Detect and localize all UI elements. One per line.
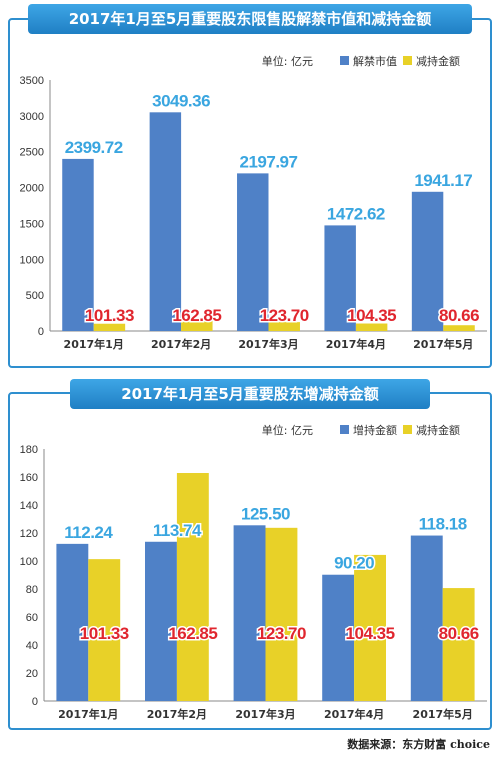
chart1-category-label: 2017年1月 bbox=[64, 337, 124, 351]
chart2-title: 2017年1月至5月重要股东增减持金额 bbox=[70, 379, 430, 409]
chart2-legend-swatch-1 bbox=[340, 425, 349, 434]
chart2-y-tick-label: 80 bbox=[26, 584, 38, 596]
chart2-bar-2-1 bbox=[88, 559, 121, 701]
chart1-y-tick-label: 1500 bbox=[20, 218, 44, 230]
chart2-data-label-series2: 101.33 bbox=[80, 624, 129, 643]
chart2-category-label: 2017年5月 bbox=[413, 707, 473, 721]
chart2-y-tick-label: 20 bbox=[26, 668, 38, 680]
chart2-bar-1-4 bbox=[322, 574, 355, 701]
chart1-data-label-series1: 1941.17 bbox=[414, 171, 472, 190]
chart2-legend-label-1: 增持金额 bbox=[353, 423, 397, 437]
chart2-data-label-series2: 162.85 bbox=[168, 624, 217, 643]
chart1-category-label: 2017年5月 bbox=[413, 337, 473, 351]
chart1-category-label: 2017年2月 bbox=[151, 337, 211, 351]
chart1-bar-2-1 bbox=[93, 323, 126, 331]
chart2-data-label-series1: 112.24 bbox=[64, 523, 113, 542]
chart2-legend-label-2: 减持金额 bbox=[416, 423, 460, 437]
chart1-category-label: 2017年4月 bbox=[326, 337, 386, 351]
chart1-bar-2-5 bbox=[443, 325, 475, 331]
chart2-category-label: 2017年1月 bbox=[58, 707, 118, 721]
chart2-bar-1-2 bbox=[145, 541, 177, 701]
chart1-data-label-series1: 2399.72 bbox=[65, 138, 123, 157]
chart2-y-tick-label: 60 bbox=[26, 612, 38, 624]
chart1-legend-label-1: 解禁市值 bbox=[353, 54, 397, 68]
chart1-bar-1-4 bbox=[324, 225, 356, 331]
chart1-data-label-series2: 80.66 bbox=[439, 306, 479, 325]
data-source-note: 数据来源：东方财富 choice bbox=[347, 738, 490, 751]
chart2-data-label-series2: 123.70 bbox=[257, 624, 306, 643]
chart2-bar-2-4 bbox=[354, 554, 386, 701]
chart1-category-label: 2017年3月 bbox=[238, 337, 298, 351]
chart2-bar-2-5 bbox=[442, 588, 475, 701]
chart1-unit-label: 单位: 亿元 bbox=[262, 54, 313, 68]
chart2-y-tick-label: 0 bbox=[32, 696, 38, 708]
chart1-bar-2-2 bbox=[181, 319, 213, 331]
chart2-bar-2-3 bbox=[265, 527, 298, 701]
chart1-y-tick-label: 2500 bbox=[20, 147, 44, 159]
chart2-data-label-series2: 80.66 bbox=[439, 624, 479, 643]
chart1-bar-1-5 bbox=[411, 191, 444, 331]
chart1-bar-2-4 bbox=[355, 323, 388, 331]
chart1-title: 2017年1月至5月重要股东限售股解禁市值和减持金额 bbox=[28, 4, 472, 34]
chart1-y-tick-label: 3500 bbox=[20, 75, 44, 87]
chart2-y-tick-label: 120 bbox=[20, 528, 38, 540]
chart1-y-tick-label: 3000 bbox=[20, 111, 44, 123]
chart2-bar-2-2 bbox=[176, 473, 209, 701]
chart1-legend-swatch-1 bbox=[340, 56, 349, 65]
chart2-unit-label: 单位: 亿元 bbox=[262, 423, 313, 437]
chart2-bar-1-5 bbox=[410, 535, 443, 701]
chart2-data-label-series2: 104.35 bbox=[346, 624, 395, 643]
chart1-bar-2-3 bbox=[268, 322, 300, 331]
chart2-data-label-series1: 90.20 bbox=[334, 554, 374, 573]
chart2-category-label: 2017年4月 bbox=[324, 707, 384, 721]
chart1-legend-swatch-2 bbox=[403, 56, 412, 65]
chart1-data-label-series1: 3049.36 bbox=[152, 91, 210, 110]
chart1-bar-1-1 bbox=[62, 158, 94, 331]
chart2-legend-swatch-2 bbox=[403, 425, 412, 434]
chart1-data-label-series2: 123.70 bbox=[260, 306, 309, 325]
chart1-y-tick-label: 500 bbox=[26, 290, 44, 302]
chart1-y-tick-label: 0 bbox=[38, 326, 44, 338]
chart1-data-label-series2: 101.33 bbox=[85, 306, 134, 325]
chart2-category-label: 2017年2月 bbox=[147, 707, 207, 721]
chart2-data-label-series1: 118.18 bbox=[419, 515, 467, 534]
chart1-data-label-series2: 104.35 bbox=[347, 306, 396, 325]
chart1-data-label-series1: 1472.62 bbox=[327, 204, 385, 223]
chart2-bar-1-3 bbox=[233, 525, 266, 701]
chart1-y-tick-label: 1000 bbox=[20, 254, 44, 266]
chart2-bar-1-1 bbox=[56, 543, 89, 701]
chart2-data-label-series1: 113.74 bbox=[153, 521, 202, 540]
chart2-y-tick-label: 180 bbox=[20, 444, 38, 456]
chart2-y-tick-label: 160 bbox=[20, 472, 38, 484]
chart2-y-tick-label: 140 bbox=[20, 500, 38, 512]
chart1-legend-label-2: 减持金额 bbox=[416, 54, 460, 68]
chart1-data-label-series2: 162.85 bbox=[172, 306, 221, 325]
chart1-y-tick-label: 2000 bbox=[20, 183, 44, 195]
chart1-bar-1-2 bbox=[149, 112, 182, 332]
chart2-y-tick-label: 40 bbox=[26, 640, 38, 652]
chart2-category-label: 2017年3月 bbox=[235, 707, 295, 721]
chart1-bar-1-3 bbox=[237, 173, 269, 331]
chart2-data-label-series1: 125.50 bbox=[241, 504, 290, 523]
chart2-y-tick-label: 100 bbox=[20, 556, 38, 568]
chart1-data-label-series1: 2197.97 bbox=[240, 152, 298, 171]
